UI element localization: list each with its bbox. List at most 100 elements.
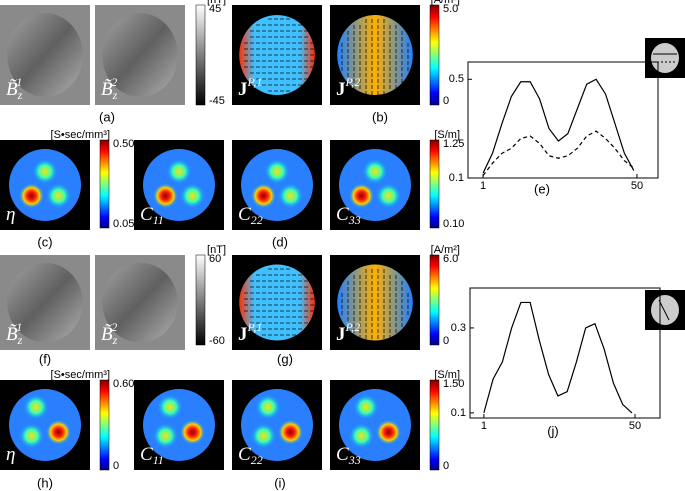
spot <box>18 423 45 449</box>
spot <box>166 158 192 185</box>
label-sup: P,1 <box>247 320 263 334</box>
thumbnail-object <box>651 295 679 325</box>
label-sub: z <box>112 88 118 102</box>
label-base: B̃ <box>101 79 113 100</box>
panel-label: (h) <box>37 475 53 490</box>
label-sup: P,2 <box>345 320 361 334</box>
label-sub: 22 <box>251 213 263 227</box>
colorbar <box>99 379 110 471</box>
colorbar-min: -60 <box>209 335 225 347</box>
image-label: C22 <box>238 204 263 226</box>
spot <box>255 394 281 420</box>
image-label: B̃z1 <box>6 320 23 347</box>
thumbnail-object <box>651 43 679 73</box>
panel-label: (i) <box>274 475 286 490</box>
plot-frame <box>467 61 659 179</box>
spot <box>45 183 72 209</box>
spot <box>157 394 183 420</box>
image-label: B̃z1 <box>6 75 23 102</box>
image-label: B̃z2 <box>101 75 118 102</box>
image-object <box>7 13 83 97</box>
colorbar-unit: [S/m] <box>434 129 460 141</box>
colorbar-unit: [A/m²] <box>431 0 460 6</box>
spot <box>348 423 375 449</box>
label-base: C <box>336 444 349 465</box>
image-object <box>239 264 315 341</box>
image-label: JP,2 <box>336 75 360 101</box>
colorbar-min: 0 <box>113 460 119 472</box>
label-base: C <box>238 204 251 225</box>
panel-label: (b) <box>372 109 388 124</box>
label-sup: P,1 <box>247 75 263 89</box>
x-tick-label: 50 <box>629 420 641 432</box>
label-sup: 2 <box>111 75 117 89</box>
panel-label: (f) <box>39 351 51 366</box>
spot <box>277 183 304 209</box>
spot <box>264 158 290 185</box>
label-sup: 1 <box>16 320 22 334</box>
image-object <box>7 262 83 343</box>
panel-label: (j) <box>547 423 559 438</box>
colorbar-min: 0 <box>443 460 449 472</box>
colorbar-min: -45 <box>209 95 225 107</box>
image-object <box>102 262 178 343</box>
image-label: C11 <box>140 204 164 226</box>
colorbar-max: 0.60 <box>113 378 134 390</box>
spot <box>250 423 277 449</box>
colorbar <box>429 4 440 106</box>
image-object <box>337 264 413 341</box>
image-object <box>337 15 413 95</box>
colorbar-min: 0.10 <box>443 218 464 230</box>
label-sup: P,2 <box>345 75 361 89</box>
y-tick-label: 0.1 <box>451 407 466 419</box>
image-label: C22 <box>238 444 263 466</box>
colorbar-max: 5.0 <box>443 3 458 15</box>
profile-line <box>658 299 670 321</box>
spot <box>179 419 206 445</box>
colorbar-unit: [A/m²] <box>431 244 460 256</box>
spot <box>152 423 179 449</box>
spot <box>18 183 45 209</box>
x-tick-label: 1 <box>480 180 486 192</box>
label-sub: 22 <box>251 453 263 467</box>
label-base: η <box>6 204 15 225</box>
y-tick-label: 0.5 <box>449 73 464 85</box>
spot <box>353 394 379 420</box>
line-series <box>483 301 633 414</box>
line-series <box>482 78 635 174</box>
label-base: J <box>238 79 248 100</box>
colorbar-unit: [nT] <box>207 0 226 6</box>
label-sub: z <box>17 333 23 347</box>
label-sub: z <box>112 333 118 347</box>
label-sub: 11 <box>153 453 164 467</box>
label-base: J <box>336 79 346 100</box>
image-label: C11 <box>140 444 164 466</box>
spot <box>348 183 375 209</box>
spot <box>250 183 277 209</box>
x-tick-label: 50 <box>631 180 643 192</box>
colorbar <box>195 4 206 106</box>
spot <box>277 419 304 445</box>
colorbar-min: 0 <box>443 95 449 107</box>
panel-label: (c) <box>37 234 52 249</box>
panel-label: (e) <box>534 181 550 196</box>
colorbar-max: 0.50 <box>113 138 134 150</box>
spot <box>362 158 388 185</box>
label-sup: 2 <box>111 320 117 334</box>
spot <box>375 183 402 209</box>
panel-label: (a) <box>99 109 115 124</box>
panel-label: (d) <box>272 234 288 249</box>
colorbar <box>195 254 206 346</box>
colorbar-max: 1.25 <box>443 138 464 150</box>
spot <box>32 158 58 185</box>
label-base: J <box>238 324 248 345</box>
colorbar-max: 6.0 <box>443 253 458 265</box>
colorbar <box>99 139 110 229</box>
image-label: JP,2 <box>336 320 360 346</box>
colorbar-unit: [S•sec/mm³] <box>51 369 110 381</box>
label-base: C <box>140 204 153 225</box>
label-base: η <box>6 444 15 465</box>
colorbar-min: 0 <box>443 335 449 347</box>
label-base: B̃ <box>101 324 113 345</box>
